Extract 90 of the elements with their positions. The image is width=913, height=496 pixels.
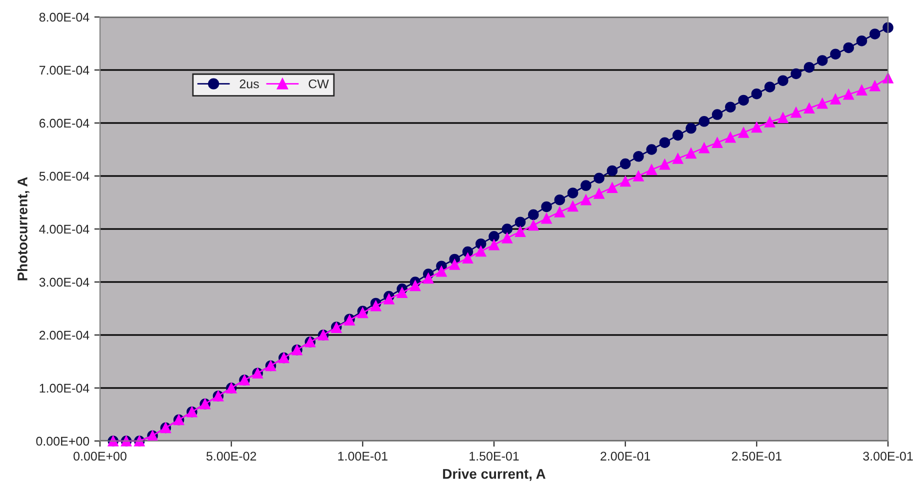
point xyxy=(804,62,815,73)
point xyxy=(764,116,776,128)
point xyxy=(712,137,723,148)
point xyxy=(738,94,749,106)
point xyxy=(698,142,710,154)
point xyxy=(606,165,618,176)
point xyxy=(869,28,880,40)
point xyxy=(370,300,382,312)
x-tick-label: 1.00E-01 xyxy=(338,452,388,461)
point xyxy=(422,272,434,284)
point xyxy=(686,122,696,134)
point xyxy=(462,252,474,264)
y-tick-label: 8.00E-04 xyxy=(39,12,90,22)
point xyxy=(804,102,815,114)
x-tick-label: 5.00E-02 xyxy=(206,452,256,461)
point xyxy=(633,151,644,162)
y-tick-label: 1.00E-04 xyxy=(40,384,90,393)
point xyxy=(790,107,802,118)
point xyxy=(384,294,394,304)
legend-label: 2us xyxy=(240,79,259,88)
point xyxy=(528,220,539,231)
point xyxy=(567,188,578,198)
point xyxy=(488,231,500,242)
point xyxy=(790,68,802,80)
point xyxy=(751,88,762,100)
x-axis-title: Drive current, A xyxy=(443,468,546,481)
point xyxy=(816,55,828,66)
point xyxy=(594,188,604,199)
point xyxy=(606,182,618,194)
point xyxy=(659,158,670,170)
y-tick-label: 4.00E-04 xyxy=(39,224,90,234)
point xyxy=(541,201,552,212)
y-tick-label: 2.00E-04 xyxy=(39,330,90,340)
point xyxy=(502,224,513,234)
point xyxy=(738,127,749,138)
point xyxy=(541,213,552,224)
point xyxy=(830,48,841,60)
point xyxy=(514,216,526,228)
point xyxy=(764,82,776,92)
point xyxy=(778,75,788,86)
point xyxy=(436,266,447,277)
point xyxy=(659,137,670,148)
point xyxy=(856,84,868,96)
point xyxy=(620,158,631,170)
point xyxy=(856,35,868,46)
point xyxy=(751,122,762,133)
point xyxy=(580,194,592,206)
x-tick-label: 2.00E-01 xyxy=(600,452,650,461)
x-tick-label: 1.50E-01 xyxy=(470,452,519,461)
point xyxy=(502,232,513,244)
y-tick-label: 0.00E+00 xyxy=(36,436,90,446)
point xyxy=(554,206,566,218)
point xyxy=(698,116,710,127)
point xyxy=(475,238,486,250)
point xyxy=(778,112,788,124)
point xyxy=(816,98,828,109)
point xyxy=(620,176,631,187)
point xyxy=(830,94,841,105)
point xyxy=(843,89,854,100)
x-tick-label: 3.00E-01 xyxy=(863,452,913,461)
point xyxy=(554,194,566,206)
point xyxy=(567,200,578,212)
y-tick-label: 3.00E-04 xyxy=(39,278,90,287)
point xyxy=(869,80,880,92)
legend-label: CW xyxy=(308,79,329,88)
point xyxy=(594,172,604,184)
point xyxy=(488,240,500,250)
point xyxy=(633,170,644,182)
point xyxy=(528,209,539,220)
y-tick-label: 5.00E-04 xyxy=(39,172,90,181)
y-axis-title: Photocurrent, A xyxy=(17,177,30,280)
point xyxy=(646,164,657,176)
point xyxy=(712,109,723,120)
point xyxy=(410,280,421,292)
point xyxy=(672,153,684,164)
y-tick-label: 6.00E-04 xyxy=(39,118,90,128)
x-tick-label: 0.00E+00 xyxy=(74,452,126,461)
point xyxy=(725,132,736,143)
point xyxy=(449,259,460,270)
point xyxy=(475,246,486,257)
x-tick-label: 2.50E-01 xyxy=(732,452,782,461)
y-tick-label: 7.00E-04 xyxy=(39,66,90,75)
point xyxy=(396,287,408,298)
point xyxy=(686,148,696,159)
point xyxy=(580,180,592,191)
point xyxy=(672,130,684,141)
point xyxy=(646,144,657,155)
point xyxy=(843,42,854,54)
point xyxy=(514,226,526,238)
point xyxy=(725,102,736,112)
